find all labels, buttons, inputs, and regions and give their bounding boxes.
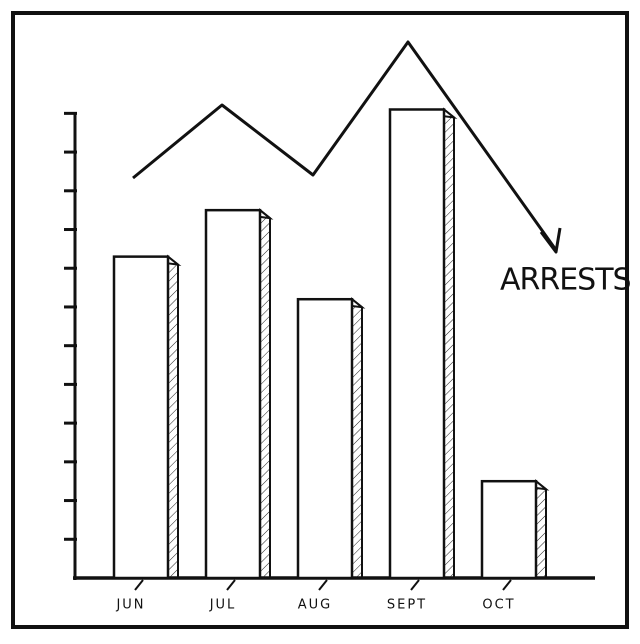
bar xyxy=(296,297,354,580)
x-tick-label: JUN xyxy=(115,598,145,613)
bar-side xyxy=(351,297,363,579)
bar-side xyxy=(167,254,179,579)
x-tick xyxy=(134,579,144,591)
bar-side xyxy=(535,479,547,579)
x-tick-label: JUL xyxy=(209,598,237,613)
trend-arrow xyxy=(539,227,562,254)
bar xyxy=(112,255,170,580)
x-tick xyxy=(502,579,512,591)
x-tick-label: OCT xyxy=(482,598,515,613)
bar xyxy=(204,208,262,580)
x-tick xyxy=(410,579,420,591)
bar xyxy=(388,108,446,580)
x-tick xyxy=(318,579,328,591)
bar xyxy=(480,479,538,580)
frame xyxy=(11,11,629,629)
bar-side xyxy=(443,107,455,579)
bar-side xyxy=(259,208,271,579)
annotation: ARRESTS xyxy=(500,263,631,298)
x-tick-label: AUG xyxy=(298,598,332,613)
x-tick xyxy=(226,579,236,591)
trend-line xyxy=(132,40,558,251)
x-tick-label: SEPT xyxy=(387,598,427,613)
